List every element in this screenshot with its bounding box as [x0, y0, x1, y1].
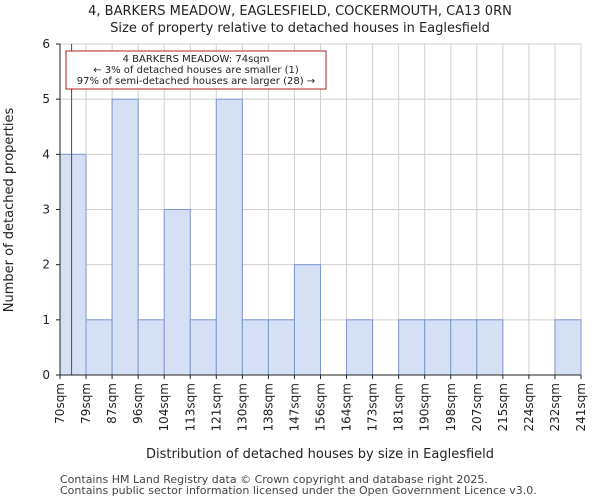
- x-tick-label: 198sqm: [444, 383, 458, 431]
- x-tick-label: 207sqm: [470, 383, 484, 431]
- chart-title: 4, BARKERS MEADOW, EAGLESFIELD, COCKERMO…: [88, 4, 512, 19]
- histogram-bar: [59, 153, 87, 376]
- y-tick-label: 6: [42, 37, 50, 51]
- annotation-line: 97% of semi-detached houses are larger (…: [77, 76, 315, 87]
- annotation-line: 4 BARKERS MEADOW: 74sqm: [123, 54, 270, 65]
- x-tick-label: 70sqm: [53, 383, 67, 424]
- x-tick-label: 147sqm: [287, 383, 301, 431]
- histogram-bar: [137, 319, 165, 376]
- histogram-bar: [267, 319, 295, 376]
- histogram-bar: [346, 319, 374, 376]
- histogram-bar: [554, 319, 582, 376]
- histogram-bar: [476, 319, 504, 376]
- histogram-bar: [293, 264, 322, 376]
- x-tick-label: 138sqm: [261, 383, 275, 431]
- histogram-bar: [215, 98, 243, 376]
- histogram-bar: [424, 319, 452, 376]
- y-tick-label: 2: [42, 258, 50, 272]
- x-tick-label: 181sqm: [392, 383, 406, 431]
- x-tick-label: 164sqm: [340, 383, 354, 431]
- annotation-box: [65, 50, 327, 90]
- x-axis-label: Distribution of detached houses by size …: [146, 447, 494, 462]
- chart-subtitle: Size of property relative to detached ho…: [110, 21, 490, 36]
- x-tick-label: 121sqm: [209, 383, 223, 431]
- property-marker: 4 BARKERS MEADOW: 74sqm← 3% of detached …: [65, 44, 327, 375]
- histogram-bar: [163, 209, 191, 376]
- x-tick-label: 79sqm: [79, 383, 93, 424]
- x-tick-label: 215sqm: [496, 383, 510, 431]
- x-tick-label: 241sqm: [574, 383, 588, 431]
- bars: [59, 98, 582, 376]
- y-tick-label: 5: [42, 92, 50, 106]
- x-tick-label: 156sqm: [314, 383, 328, 431]
- y-tick-labels: 0 1 2 3 4 5 6: [42, 37, 50, 382]
- x-tick-label: 232sqm: [548, 383, 562, 431]
- y-tick-label: 3: [42, 203, 50, 217]
- histogram-bar: [398, 319, 426, 376]
- x-tick-label: 173sqm: [366, 383, 380, 431]
- x-tick-label: 224sqm: [522, 383, 536, 431]
- y-tick-label: 4: [42, 147, 50, 161]
- x-tick-label: 130sqm: [235, 383, 249, 431]
- y-axis-label: Number of detached properties: [2, 108, 17, 313]
- histogram-bar: [241, 319, 269, 376]
- y-tick-label: 1: [42, 313, 50, 327]
- footer-line-2: Contains public sector information licen…: [60, 484, 537, 497]
- x-tick-label: 113sqm: [183, 383, 197, 431]
- x-tick-label: 96sqm: [131, 383, 145, 424]
- y-tick-label: 0: [42, 368, 50, 382]
- x-tick-labels: 70sqm 79sqm 87sqm 96sqm 104sqm 113sqm 121sqm 13…: [53, 383, 588, 431]
- histogram-bar: [111, 98, 139, 376]
- histogram-bar: [85, 319, 113, 376]
- annotation-line: ← 3% of detached houses are smaller (1): [93, 65, 299, 76]
- footer-line-1: Contains HM Land Registry data © Crown c…: [60, 473, 488, 486]
- x-tick-label: 104sqm: [157, 383, 171, 431]
- x-tick-label: 87sqm: [105, 383, 119, 424]
- histogram-bar: [450, 319, 478, 376]
- histogram-bar: [189, 319, 217, 376]
- axes: [56, 43, 582, 379]
- x-tick-label: 190sqm: [418, 383, 432, 431]
